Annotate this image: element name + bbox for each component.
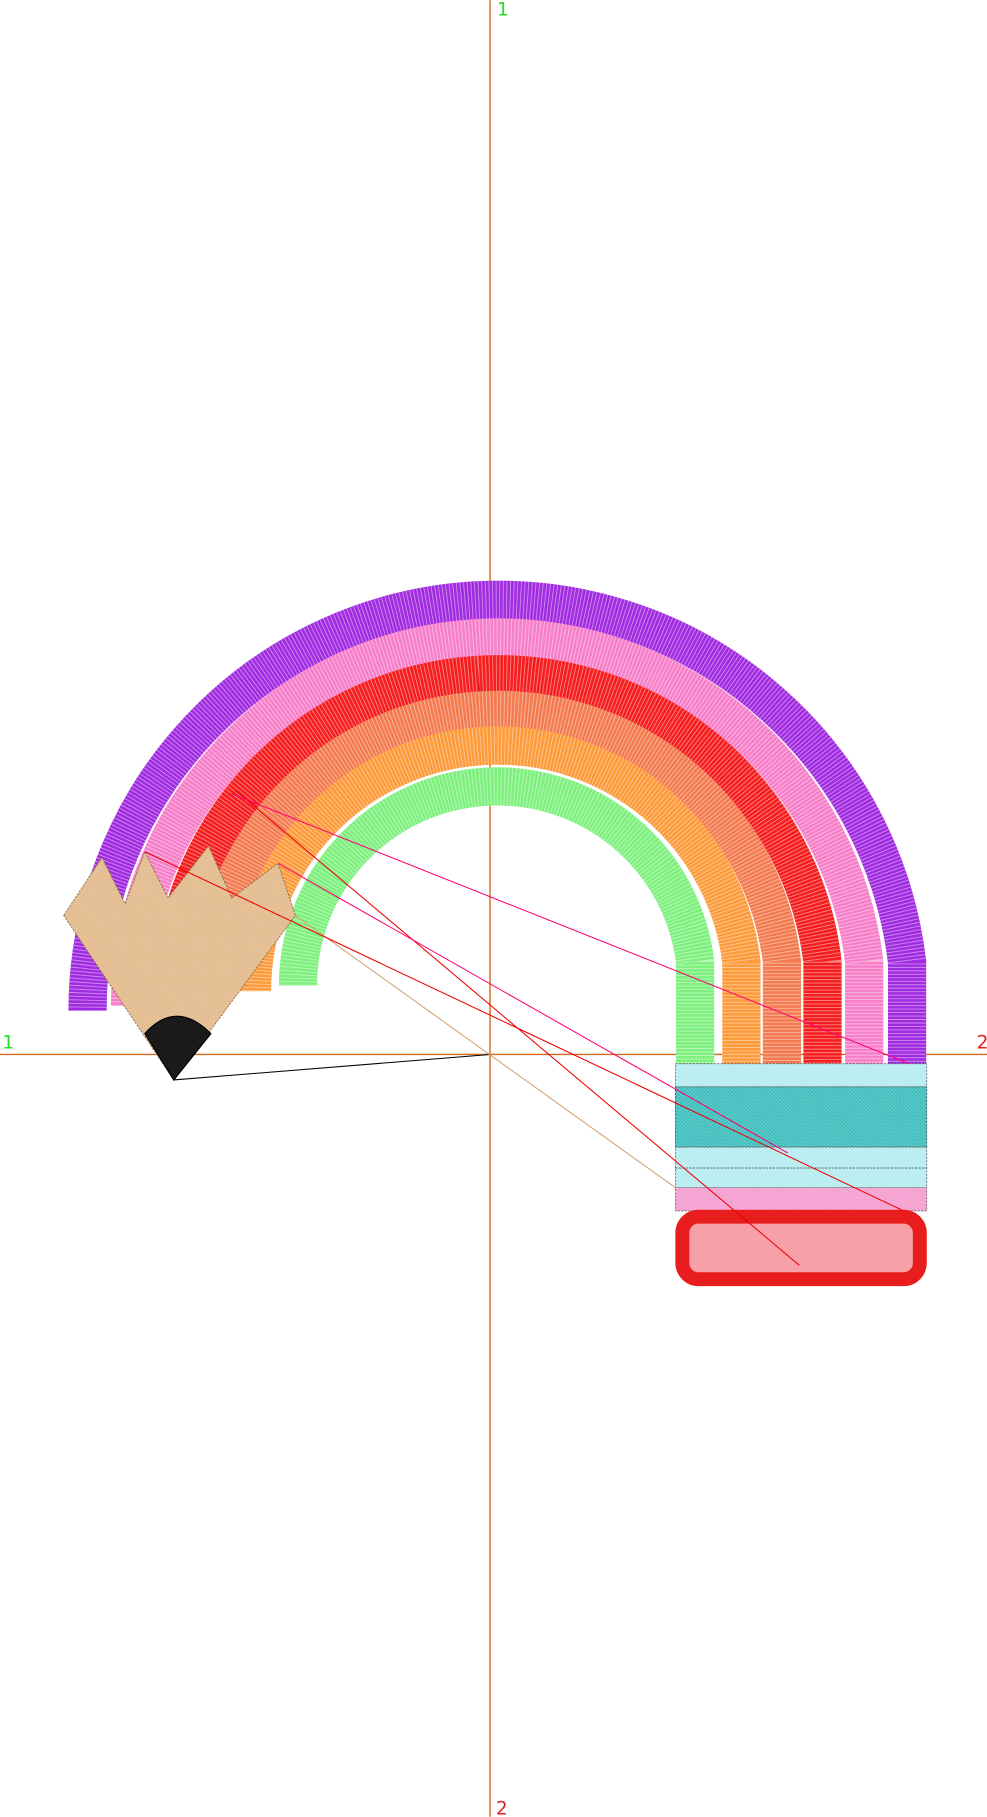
jump-stitch <box>277 862 789 1154</box>
axis-label: 1 <box>2 1033 14 1054</box>
rainbow-band <box>110 618 884 1064</box>
axis-label: 2 <box>977 1033 987 1054</box>
band-stitch <box>192 690 802 1064</box>
band-stitch <box>68 580 927 1064</box>
ferrule-stitch <box>675 1063 927 1211</box>
band-stitch <box>110 618 884 1064</box>
rainbow-band <box>192 690 802 1064</box>
axis-label: 2 <box>496 1798 508 1817</box>
jump-stitch <box>173 1053 491 1081</box>
jump-stitches <box>144 789 910 1266</box>
jump-stitch <box>144 851 904 1212</box>
rainbow-band <box>278 767 715 1064</box>
axis-label: 1 <box>497 0 509 20</box>
pencil-wood-stitch <box>63 845 296 1080</box>
pencil-tip <box>144 1015 212 1081</box>
jump-stitch <box>295 915 676 1189</box>
eraser <box>675 1209 927 1287</box>
rainbow-band <box>68 580 927 1064</box>
jump-stitch <box>231 793 910 1065</box>
band-stitch <box>278 767 715 1064</box>
